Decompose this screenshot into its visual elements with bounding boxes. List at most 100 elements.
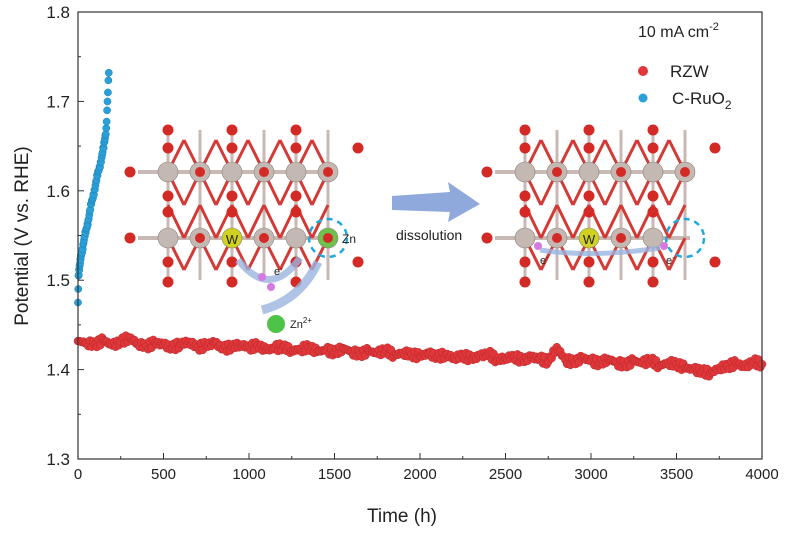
x-tick-label: 3500 xyxy=(660,466,693,483)
dissolution-arrow xyxy=(392,182,480,222)
y-axis-label: Potential (V vs. RHE) xyxy=(12,146,33,326)
oxygen-atom xyxy=(519,142,531,154)
bond xyxy=(182,204,202,239)
oxygen-atom xyxy=(352,256,364,268)
x-tick-label: 1500 xyxy=(318,466,351,483)
legend-label-c-ruo2: C-RuO2 xyxy=(672,89,732,112)
electron-arrow xyxy=(235,255,303,283)
electron-label: e- xyxy=(540,253,549,267)
metal-atom xyxy=(285,227,307,249)
oxygen-atom xyxy=(552,233,562,243)
oxygen-atom xyxy=(226,206,238,218)
oxygen-atom xyxy=(481,232,493,244)
point-c-ruo2 xyxy=(102,124,111,133)
x-tick-label: 2000 xyxy=(403,466,436,483)
metal-atom xyxy=(642,227,664,249)
inset-illustration: W Zn We- Zn2+ e-e-dissolution xyxy=(124,124,721,333)
oxygen-atom xyxy=(647,124,659,136)
electron-label: e- xyxy=(274,264,283,278)
w-label: W xyxy=(583,232,596,247)
metal-atom xyxy=(157,227,179,249)
dissolution-label: dissolution xyxy=(396,227,462,243)
point-c-ruo2 xyxy=(104,68,113,77)
y-tick-label: 1.7 xyxy=(46,92,70,111)
oxygen-atom xyxy=(709,256,721,268)
oxygen-atom xyxy=(519,206,531,218)
oxygen-atom xyxy=(647,276,659,288)
data-points xyxy=(73,68,767,381)
electron-label: e- xyxy=(666,253,675,267)
point-c-ruo2 xyxy=(104,88,112,97)
oxygen-atom xyxy=(162,124,174,136)
oxygen-atom xyxy=(162,276,174,288)
oxygen-atom xyxy=(226,124,238,136)
zinc-ion xyxy=(267,315,285,333)
dashed-circle xyxy=(664,217,706,259)
oxygen-atom xyxy=(552,167,562,177)
metal-atom xyxy=(285,161,307,183)
oxygen-atom xyxy=(519,256,531,268)
oxygen-atom xyxy=(519,124,531,136)
current-density-annotation: 10 mA cm-2 xyxy=(638,21,719,41)
electron xyxy=(267,283,275,291)
metal-atom xyxy=(514,161,536,183)
electron xyxy=(258,273,266,281)
oxygen-atom xyxy=(680,167,690,177)
y-tick-label: 1.3 xyxy=(46,450,70,469)
legend-marker-rzw xyxy=(638,66,648,76)
oxygen-atom xyxy=(162,206,174,218)
y-tick-label: 1.6 xyxy=(46,182,70,201)
tungsten-atom xyxy=(221,227,243,249)
point-c-ruo2 xyxy=(102,117,111,126)
oxygen-atom xyxy=(290,124,302,136)
bond xyxy=(198,204,218,239)
oxygen-atom xyxy=(647,206,659,218)
zn-ion-label: Zn2+ xyxy=(290,316,312,331)
bond xyxy=(246,204,266,239)
point-c-ruo2 xyxy=(104,76,113,85)
legend-marker-c-ruo2 xyxy=(638,93,648,103)
metal-atom xyxy=(157,161,179,183)
crystal-structure: W xyxy=(481,124,721,288)
oxygen-atom xyxy=(290,190,302,202)
x-tick-label: 2500 xyxy=(489,466,522,483)
crystal-structure: W Zn xyxy=(124,124,364,288)
oxygen-atom xyxy=(352,142,364,154)
oxygen-atom xyxy=(616,233,626,243)
x-tick-label: 500 xyxy=(151,466,176,483)
oxygen-atom xyxy=(647,142,659,154)
oxygen-atom xyxy=(259,167,269,177)
electron xyxy=(660,242,668,250)
electron xyxy=(534,242,542,250)
zn-release-arrow xyxy=(260,259,323,315)
legend: RZW C-RuO2 xyxy=(638,62,732,112)
metal-atom xyxy=(642,161,664,183)
bond xyxy=(262,204,282,239)
metal-atom xyxy=(578,161,600,183)
legend-label-rzw: RZW xyxy=(670,62,709,81)
oxygen-atom xyxy=(162,256,174,268)
point-c-ruo2 xyxy=(103,106,111,115)
oxygen-atom xyxy=(124,166,136,178)
metal-atom xyxy=(221,161,243,183)
oxygen-atom xyxy=(709,142,721,154)
oxygen-atom xyxy=(226,256,238,268)
axes: 0 500 1000 1500 2000 2500 3000 3500 4000 1.3 1.4 1.… xyxy=(46,3,778,483)
oxygen-atom xyxy=(162,142,174,154)
zn-label: Zn xyxy=(342,232,356,246)
x-tick-label: 3000 xyxy=(574,466,607,483)
x-tick-label: 0 xyxy=(74,466,82,483)
metal-atom xyxy=(514,227,536,249)
bond xyxy=(539,204,559,239)
oxygen-atom xyxy=(162,190,174,202)
oxygen-atom xyxy=(583,190,595,202)
electron-arrow xyxy=(539,245,661,257)
oxygen-atom xyxy=(290,206,302,218)
w-label: W xyxy=(226,232,239,247)
oxygen-atom xyxy=(583,276,595,288)
y-tick-label: 1.8 xyxy=(46,3,70,22)
tungsten-atom xyxy=(578,227,600,249)
oxygen-atom xyxy=(226,190,238,202)
oxygen-atom xyxy=(481,166,493,178)
